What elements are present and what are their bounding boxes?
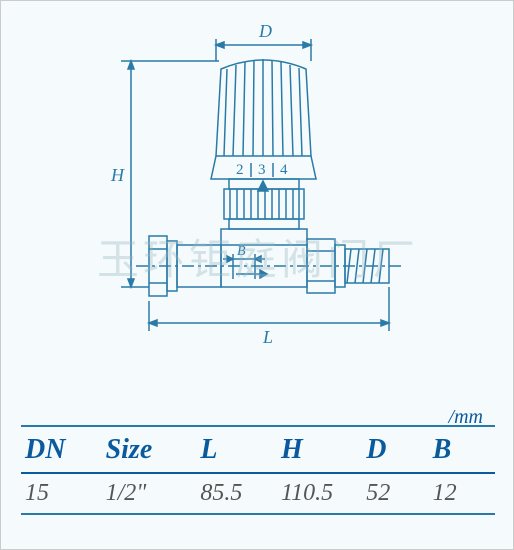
handle-mark-4: 4 <box>280 162 288 178</box>
cell-l: 85.5 <box>196 473 277 513</box>
col-d: D <box>362 426 428 473</box>
dim-d-label: D <box>258 21 272 41</box>
dim-h-label: H <box>110 165 125 185</box>
valve-diagram: D 2 3 4 <box>11 11 505 401</box>
cell-d: 52 <box>362 473 428 513</box>
cell-b: 12 <box>429 473 495 513</box>
dim-b-label: B <box>237 244 246 259</box>
cell-dn: 15 <box>21 473 102 513</box>
table-row: 15 1/2" 85.5 110.5 52 12 <box>21 473 495 513</box>
handle-mark-2: 2 <box>236 162 244 178</box>
dim-l-label: L <box>262 327 273 347</box>
col-l: L <box>196 426 277 473</box>
col-size: Size <box>102 426 197 473</box>
col-h: H <box>277 426 362 473</box>
col-dn: DN <box>21 426 102 473</box>
spec-table: DN Size L H D B 15 1/2" 85.5 110.5 52 12 <box>21 426 495 513</box>
cell-h: 110.5 <box>277 473 362 513</box>
col-b: B <box>429 426 495 473</box>
cell-size: 1/2" <box>102 473 197 513</box>
handle-mark-3: 3 <box>258 162 266 178</box>
bottom-divider <box>21 513 495 515</box>
table-header-row: DN Size L H D B <box>21 426 495 473</box>
